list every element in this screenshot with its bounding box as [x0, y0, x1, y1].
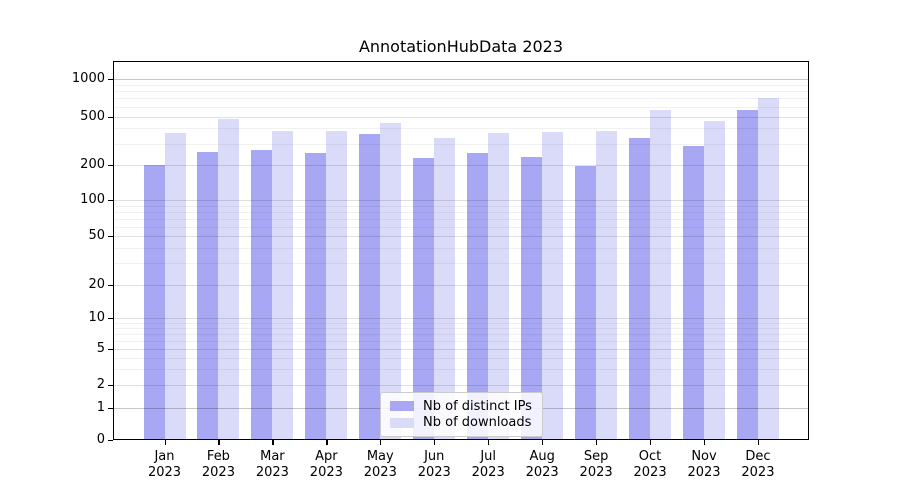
y-tick-label: 2 [96, 377, 105, 392]
bar-distinct-ips-apr [305, 153, 326, 440]
bar-downloads-feb [218, 118, 239, 440]
bar-distinct-ips-oct [629, 137, 650, 440]
minor-gridline [113, 106, 809, 108]
y-tick-mark [108, 79, 113, 81]
y-tick-label: 200 [80, 157, 105, 172]
plot-area [113, 61, 809, 440]
x-tick-label: Jul 2023 [471, 449, 505, 480]
y-tick-label: 100 [80, 192, 105, 207]
bar-distinct-ips-mar [251, 150, 272, 440]
y-tick-label: 500 [80, 108, 105, 124]
bar-distinct-ips-feb [197, 151, 218, 440]
y-tick-label: 1000 [71, 71, 105, 86]
x-tick-mark [650, 440, 652, 445]
major-gridline [113, 79, 809, 80]
y-tick-label: 50 [88, 228, 105, 243]
bar-downloads-apr [326, 131, 347, 440]
y-tick-mark [108, 285, 113, 287]
legend-item-downloads: Nb of downloads [390, 415, 533, 431]
major-gridline [113, 116, 809, 118]
bar-downloads-sep [596, 130, 617, 440]
x-tick-label: Dec 2023 [741, 449, 775, 480]
x-tick-label: Sep 2023 [579, 449, 613, 480]
bar-downloads-may [380, 122, 401, 440]
y-tick-mark [108, 236, 113, 238]
y-tick-mark [108, 200, 113, 202]
y-tick-mark [108, 165, 113, 167]
x-tick-mark [704, 440, 706, 445]
y-tick-mark [108, 408, 113, 410]
bar-downloads-jul [488, 132, 509, 440]
bar-downloads-oct [650, 109, 671, 440]
bar-downloads-mar [272, 130, 293, 440]
y-tick-label: 1 [96, 400, 105, 415]
y-tick-mark [108, 318, 113, 320]
chart-title: AnnotationHubData 2023 [358, 37, 564, 56]
bar-distinct-ips-may [359, 134, 380, 440]
bar-distinct-ips-jul [467, 152, 488, 440]
bar-downloads-jun [434, 138, 455, 440]
y-tick-mark [108, 116, 113, 118]
bar-distinct-ips-aug [521, 156, 542, 440]
minor-gridline [113, 98, 809, 100]
y-tick-mark [108, 385, 113, 387]
y-tick-label: 10 [88, 310, 105, 325]
bar-distinct-ips-jun [413, 158, 434, 440]
bar-distinct-ips-nov [683, 146, 704, 440]
y-tick-label: 5 [96, 341, 105, 356]
bar-distinct-ips-sep [575, 166, 596, 440]
bar-distinct-ips-jan [144, 165, 165, 440]
bar-downloads-nov [704, 120, 725, 440]
x-tick-mark [434, 440, 436, 445]
bar-downloads-jan [165, 133, 186, 440]
bar-downloads-aug [542, 132, 563, 440]
x-tick-label: Jun 2023 [417, 449, 451, 480]
y-tick-mark [108, 349, 113, 351]
minor-gridline [113, 84, 809, 86]
x-tick-mark [218, 440, 220, 445]
x-tick-mark [488, 440, 490, 445]
y-tick-mark [108, 440, 113, 442]
x-tick-mark [596, 440, 598, 445]
x-tick-mark [164, 440, 166, 445]
legend-item-distinct-ips: Nb of distinct IPs [390, 398, 533, 414]
x-tick-mark [380, 440, 382, 445]
legend-swatch-downloads [390, 417, 414, 428]
x-tick-label: Mar 2023 [255, 449, 289, 480]
minor-gridline [113, 91, 809, 93]
x-tick-label: Aug 2023 [525, 449, 559, 480]
x-tick-mark [326, 440, 328, 445]
bar-downloads-dec [758, 97, 779, 440]
x-tick-label: Feb 2023 [201, 449, 235, 480]
y-tick-label: 0 [96, 432, 105, 447]
y-tick-label: 20 [88, 277, 105, 292]
x-tick-label: Jan 2023 [147, 449, 182, 480]
bar-distinct-ips-dec [737, 110, 758, 440]
x-tick-mark [757, 440, 760, 445]
x-tick-mark [542, 440, 544, 445]
x-tick-label: Apr 2023 [309, 449, 343, 480]
x-tick-label: Oct 2023 [633, 449, 667, 480]
legend-swatch-distinct-ips [390, 401, 414, 412]
legend: Nb of distinct IPs Nb of downloads [380, 392, 543, 437]
x-tick-label: May 2023 [363, 449, 397, 480]
legend-label-distinct-ips: Nb of distinct IPs [423, 398, 532, 414]
x-tick-label: Nov 2023 [687, 449, 721, 480]
x-tick-mark [272, 440, 274, 445]
legend-label-downloads: Nb of downloads [423, 415, 532, 431]
